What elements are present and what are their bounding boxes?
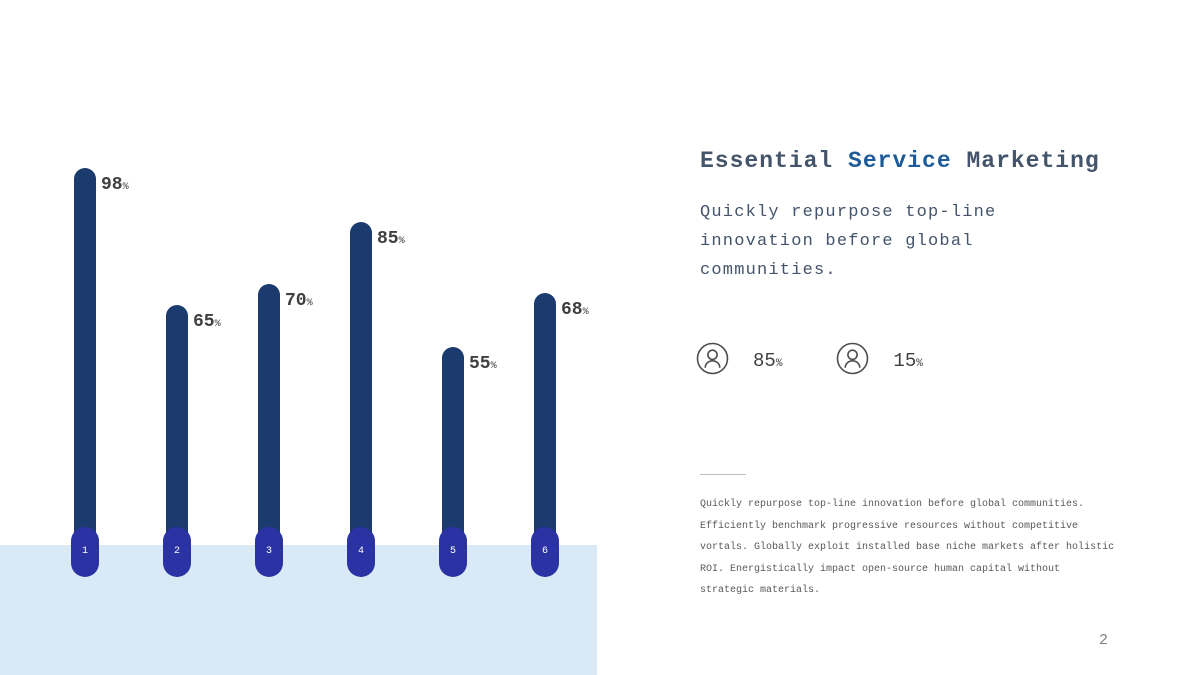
- bar-base: 5: [439, 527, 467, 577]
- stat-item: 85%: [696, 342, 782, 380]
- title-highlight: Service: [848, 148, 952, 174]
- bar-value-label: 70%: [285, 291, 313, 311]
- body-text-line: Quickly repurpose top-line innovation be…: [700, 499, 1085, 510]
- bar-index-label: 4: [357, 546, 364, 557]
- stat-unit: %: [775, 358, 783, 370]
- stat-value: 15%: [893, 350, 923, 372]
- bar-value-label: 55%: [469, 354, 497, 374]
- stat-value: 85%: [753, 350, 783, 372]
- bar-index-label: 1: [81, 546, 88, 557]
- bar-base: 4: [347, 527, 375, 577]
- stat-unit: %: [916, 358, 923, 370]
- bar-value-label: 68%: [561, 300, 589, 320]
- bar: [534, 293, 556, 575]
- body-text-line: vortals. Globally exploit installed base…: [700, 542, 1115, 553]
- bar: [74, 168, 96, 575]
- bar-base: 1: [71, 527, 99, 577]
- subtitle-line: communities.: [700, 261, 837, 280]
- person-icon: [836, 342, 869, 380]
- bar-index-label: 6: [541, 546, 548, 557]
- person-icon: [696, 342, 729, 380]
- bar: [258, 284, 280, 575]
- bar-value-label: 85%: [377, 229, 405, 249]
- subtitle-line: innovation before global: [700, 232, 974, 251]
- bar-base: 6: [531, 527, 559, 577]
- body-text-line: Efficiently benchmark progressive resour…: [700, 520, 1079, 532]
- body-text-line: ROI. Energistically impact open-source h…: [700, 563, 1061, 575]
- subtitle: Quickly repurpose top-line innovation be…: [700, 198, 996, 285]
- title-part-2: Marketing: [951, 148, 1100, 174]
- bar-base: 3: [255, 527, 283, 577]
- divider-line: [700, 474, 746, 475]
- title-part-1: Essential: [700, 148, 849, 174]
- bar-index-label: 3: [265, 546, 272, 557]
- bar-index-label: 5: [449, 546, 456, 557]
- bar: [442, 347, 464, 575]
- stat-item: 15%: [836, 342, 923, 380]
- bar-base: 2: [163, 527, 191, 577]
- subtitle-line: Quickly repurpose top-line: [700, 203, 997, 222]
- stats-row: 85% 15%: [696, 342, 923, 380]
- bar-index-label: 2: [173, 546, 180, 557]
- page-number: 2: [1098, 632, 1108, 649]
- bar: [166, 305, 188, 575]
- body-text-line: strategic materials.: [700, 585, 821, 596]
- chart-bottom-panel: [0, 545, 597, 675]
- bar-value-label: 98%: [101, 175, 129, 195]
- bar: [350, 222, 372, 575]
- body-text: Quickly repurpose top-line innovation be…: [700, 494, 1114, 602]
- bar-chart: 1 98% 2 65% 3 70% 4 85% 5 55% 6 68%: [71, 168, 589, 577]
- bar-value-label: 65%: [193, 312, 221, 332]
- page-title: Essential Service Marketing: [700, 148, 1100, 174]
